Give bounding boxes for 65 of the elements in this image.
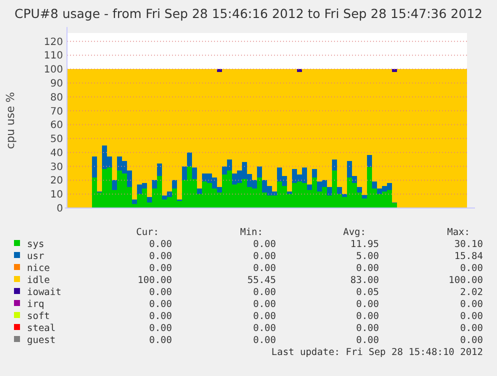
text: 0.05 [356,287,379,298]
text: Last update: Fri Sep 28 15:48:10 2012 [271,347,483,358]
text: 30.10 [454,239,484,250]
text: 0.00 [149,287,172,298]
y-tick-label: 120 [44,36,63,48]
text: 55.45 [247,275,276,286]
legend-label: irq [27,299,44,310]
y-tick-label: 80 [50,92,63,104]
text: 0.00 [460,323,484,334]
y-tick-label: 90 [50,78,63,90]
text: 0.00 [460,263,484,274]
text: 0.00 [253,251,276,262]
text: 2.02 [460,287,483,298]
y-tick-label: 60 [50,120,63,132]
text: 0.00 [149,239,172,250]
legend-label: soft [27,311,50,322]
text: 0.00 [149,263,172,274]
legend-label: nice [27,263,50,274]
text: 0.00 [253,239,276,250]
text: 0.00 [253,299,276,310]
text: 0.00 [253,263,276,274]
text: Cur: [136,227,159,238]
text: 100.00 [448,275,484,286]
text: 11.95 [350,239,379,250]
legend-label: sys [27,239,44,250]
legend-label: usr [27,251,44,262]
chart-title: CPU#8 usage - from Fri Sep 28 15:46:16 2012 to Fri Sep 28 15:47:36 2012 [14,6,482,21]
text: 0.00 [253,287,276,298]
text: 5.00 [356,251,380,262]
text: 0.00 [356,323,380,334]
y-tick-label: 100 [44,64,63,76]
legend-label: guest [27,335,56,346]
text: 0.00 [149,251,172,262]
text: 0.00 [253,323,276,334]
y-tick-label: 110 [44,50,63,62]
text: 15.84 [454,251,484,262]
text: 0.00 [149,335,172,346]
text: 0.00 [356,311,380,322]
y-tick-label: 50 [50,134,63,146]
y-tick-label: 10 [50,190,63,201]
legend-label: iowait [27,287,62,298]
y-tick-label: 0 [56,204,63,214]
text: 0.00 [460,335,484,346]
y-tick-label: 70 [50,106,63,118]
y-axis-title: cpu use % [4,92,17,149]
y-tick-label: 40 [50,148,63,159]
text: 0.00 [149,323,172,334]
text: 0.00 [149,299,172,310]
text: Min: [240,227,263,238]
text: 0.00 [460,299,484,310]
text: 83.00 [350,275,380,286]
text: 0.00 [460,311,484,322]
y-tick-label: 30 [50,162,63,173]
text: Max: [447,227,470,238]
legend-label: steal [27,323,56,334]
y-tick-label: 20 [50,176,63,187]
legend-label: idle [27,275,50,286]
text: 0.00 [356,335,380,346]
text: 0.00 [356,263,380,274]
text: 0.00 [253,335,276,346]
text: 100.00 [138,275,172,286]
text: 0.00 [356,299,380,310]
text: 0.00 [149,311,172,322]
text: 0.00 [253,311,276,322]
text: Avg: [343,227,366,238]
